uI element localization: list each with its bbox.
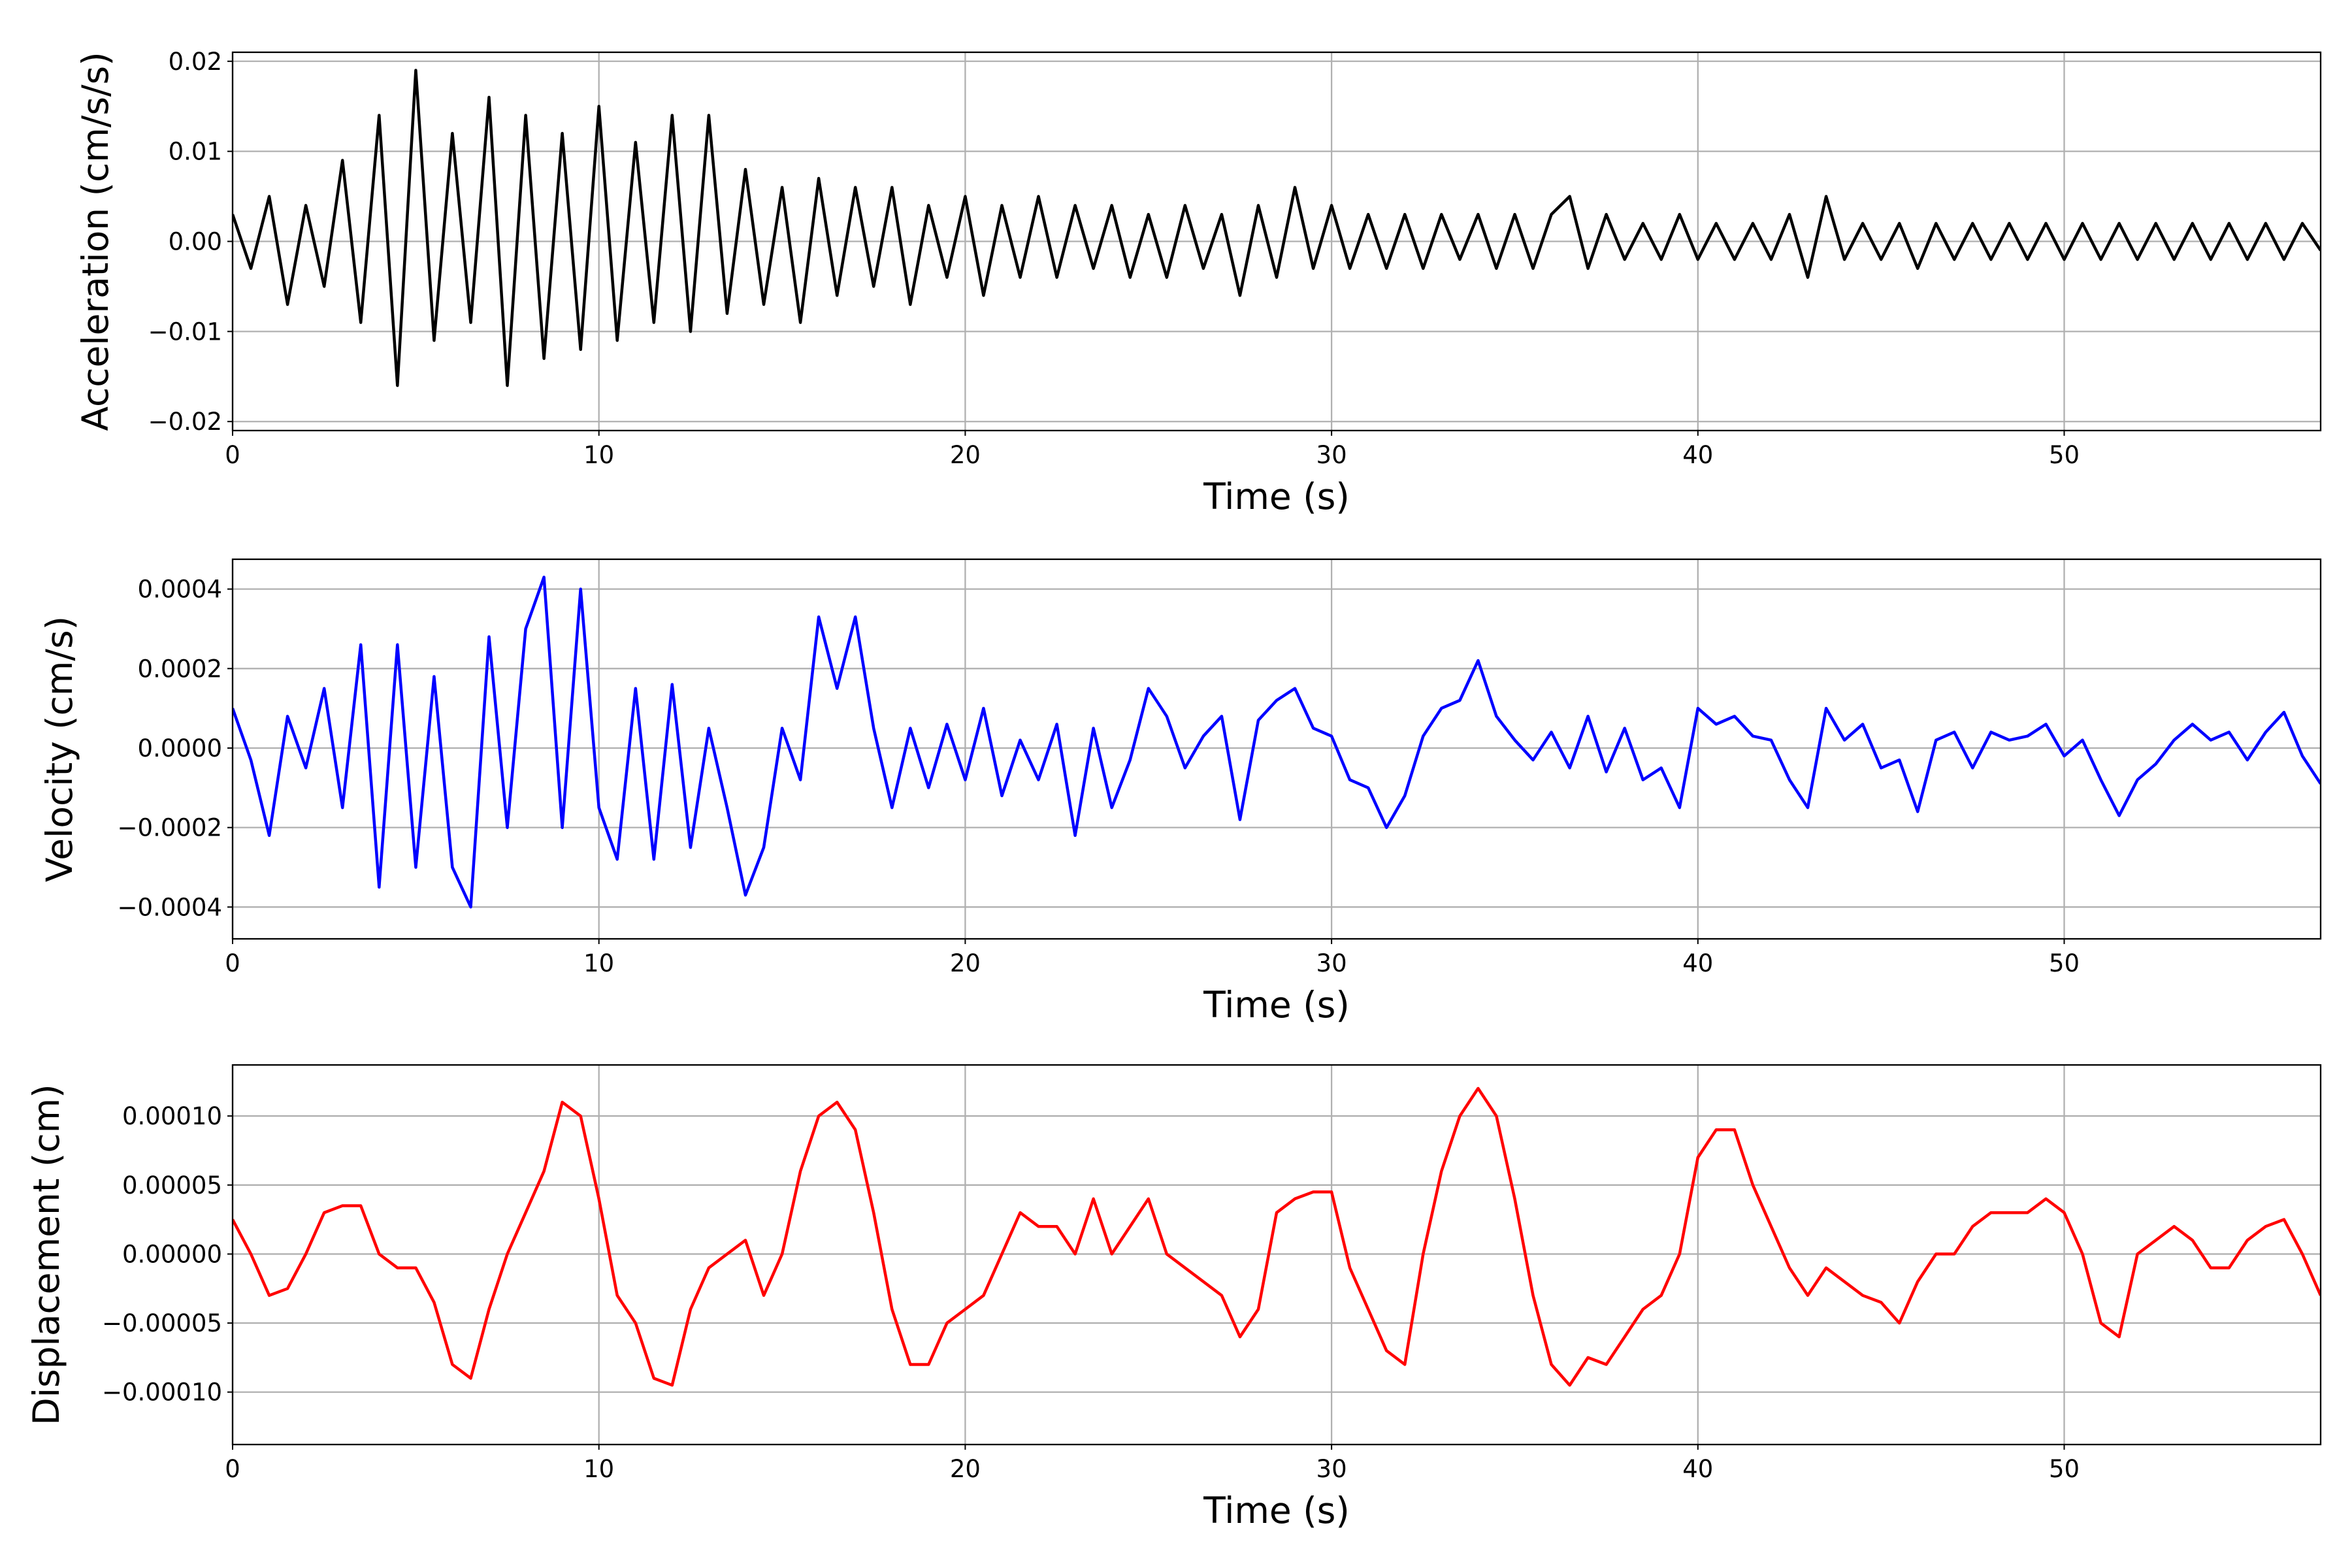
x-tick-label: 30 (1316, 949, 1347, 977)
x-tick-label: 10 (583, 949, 614, 977)
y-tick-label: −0.00010 (102, 1379, 222, 1407)
y-tick-label: 0.00010 (122, 1102, 222, 1130)
axes-frame (231, 51, 2322, 432)
signal-line (233, 69, 2321, 387)
x-tick-label: 20 (950, 1455, 981, 1483)
x-tick-label: 50 (2049, 1455, 2080, 1483)
y-axis-label: Displacement (cm) (25, 1084, 67, 1425)
axes-frame (231, 1064, 2322, 1446)
y-tick-label: 0.0000 (138, 734, 222, 762)
y-tick-label: 0.01 (169, 138, 222, 166)
subplot: 0 10 20 30 40 50 −0.00010 −0.00005 0.00000 0.0000… (25, 1064, 2322, 1531)
x-tick-label: 30 (1316, 441, 1347, 469)
y-axis-label: Acceleration (cm/s/s) (74, 52, 116, 431)
x-tick-label: 0 (225, 949, 240, 977)
y-tick-label: 0.02 (169, 48, 222, 76)
y-tick-label: 0.00 (169, 228, 222, 256)
x-tick-label: 20 (950, 949, 981, 977)
y-tick-label: −0.02 (148, 408, 222, 436)
subplot: 0 10 20 30 40 50 −0.0004 −0.0002 0.0000 0.0002 0.0… (39, 558, 2322, 1026)
subplot: 0 10 20 30 40 50 −0.02 −0.01 0.00 0.01 0.02 Time (s… (74, 48, 2322, 517)
y-tick-label: −0.0002 (118, 814, 222, 842)
y-tick-label: −0.00005 (102, 1309, 222, 1337)
x-tick-label: 0 (225, 441, 240, 469)
x-tick-label: 40 (1682, 441, 1713, 469)
signal-line (233, 576, 2321, 909)
x-tick-label: 50 (2049, 949, 2080, 977)
y-tick-label: 0.0002 (138, 655, 222, 683)
x-tick-label: 0 (225, 1455, 240, 1483)
y-tick-label: −0.01 (148, 318, 222, 346)
x-axis-label: Time (s) (1203, 984, 1350, 1026)
x-tick-label: 20 (950, 441, 981, 469)
x-tick-label: 50 (2049, 441, 2080, 469)
x-axis-label: Time (s) (1203, 1490, 1350, 1531)
x-tick-label: 10 (583, 1455, 614, 1483)
signal-line (233, 1086, 2321, 1387)
y-tick-label: 0.00005 (122, 1171, 222, 1200)
x-tick-label: 40 (1682, 949, 1713, 977)
y-axis-label: Velocity (cm/s) (39, 616, 80, 882)
x-tick-label: 40 (1682, 1455, 1713, 1483)
y-tick-label: 0.0004 (138, 576, 222, 604)
y-tick-label: 0.00000 (122, 1240, 222, 1268)
x-axis-label: Time (s) (1203, 476, 1350, 517)
y-tick-label: −0.0004 (118, 893, 222, 921)
axes-frame (231, 558, 2322, 940)
x-tick-label: 30 (1316, 1455, 1347, 1483)
x-tick-label: 10 (583, 441, 614, 469)
